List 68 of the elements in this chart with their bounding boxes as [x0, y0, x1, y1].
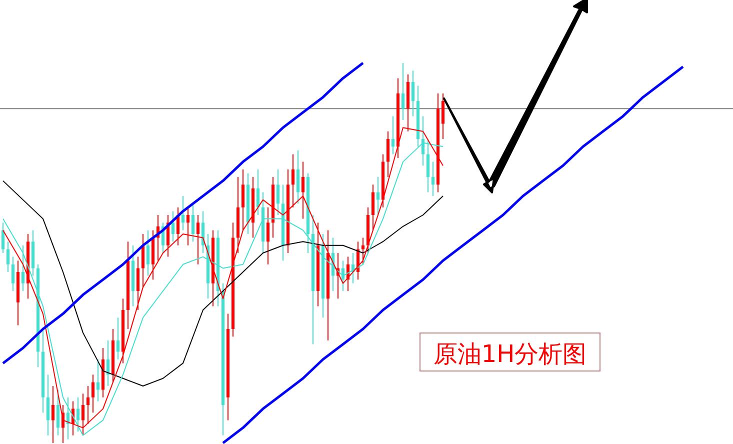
candlestick: [412, 70, 414, 116]
candlestick: [372, 184, 374, 230]
candlestick: [366, 207, 370, 253]
candlestick: [192, 204, 194, 242]
candlestick: [216, 230, 220, 306]
candlestick: [302, 162, 304, 219]
candlestick: [106, 340, 110, 386]
candlestick: [102, 348, 104, 398]
candlestick: [282, 184, 284, 261]
candlestick: [402, 63, 404, 120]
candlestick: [312, 215, 314, 344]
candlestick: [322, 234, 324, 318]
candlestick: [296, 150, 300, 204]
candlestick: [6, 242, 10, 272]
candlestick: [392, 116, 394, 154]
candlestick: [136, 256, 140, 310]
candlestick: [212, 230, 214, 306]
candlestick: [146, 230, 150, 276]
candlestick: [196, 215, 200, 264]
candlestick: [112, 329, 114, 382]
candlestick: [152, 230, 154, 280]
candlestick: [36, 264, 40, 367]
candlestick: [432, 162, 434, 196]
candlestick: [386, 131, 390, 177]
candlestick: [246, 173, 250, 234]
candlestick: [326, 230, 330, 340]
candlestick: [16, 260, 20, 326]
candlestick: [292, 154, 294, 208]
candlestick: [76, 397, 80, 432]
candlestick: [286, 169, 290, 253]
annotation: 原油1H分析图: [433, 340, 587, 368]
candlestick: [172, 211, 174, 242]
candlestick: [236, 177, 240, 253]
candlestick: [232, 222, 234, 337]
candlestick: [376, 177, 380, 215]
candlestick: [266, 207, 270, 264]
candlestick: [46, 374, 50, 436]
candlestick: [86, 386, 90, 424]
candlestick: [342, 260, 344, 291]
candlestick: [226, 314, 230, 420]
candlestick: [92, 374, 94, 413]
candlestick: [12, 256, 14, 291]
candlestick: [186, 207, 190, 246]
candlestick: [206, 234, 210, 299]
candlestick: [202, 211, 204, 253]
candlestick: [242, 169, 244, 230]
candlestick: [276, 169, 280, 215]
candlestick: [142, 234, 144, 288]
candlestick: [272, 177, 274, 238]
candlestick: [306, 173, 310, 253]
candlestick: [256, 169, 260, 215]
candlestick: [42, 329, 44, 413]
candlestick: [32, 230, 34, 276]
candlestick: [262, 192, 264, 253]
candlestick: [122, 298, 124, 364]
candlestick: [56, 390, 60, 436]
candlestick: [252, 177, 254, 238]
candlestick: [126, 242, 130, 329]
candlestick: [222, 283, 224, 436]
candlestick: [442, 93, 444, 139]
candlestick: [96, 359, 100, 402]
candlestick: [382, 154, 384, 208]
candlestick: [182, 196, 184, 230]
candlestick: [316, 222, 320, 306]
candlestick: [132, 245, 134, 306]
candlestick: [22, 245, 24, 291]
candlestick: [116, 318, 120, 360]
candlestick: [52, 386, 54, 443]
